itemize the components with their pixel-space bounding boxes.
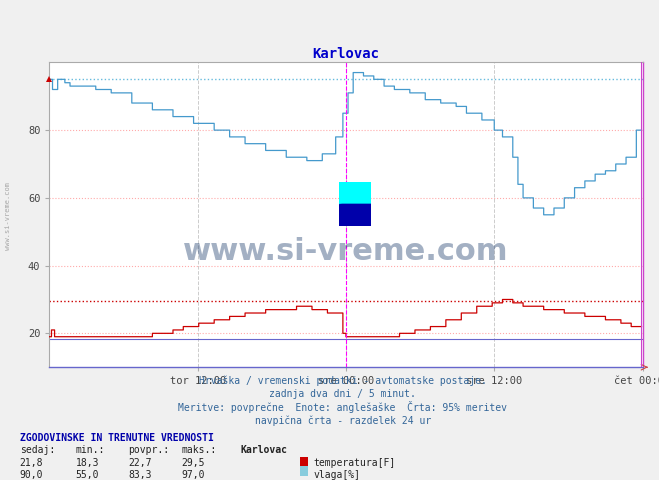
Text: 55,0: 55,0 [76,470,100,480]
Text: Meritve: povprečne  Enote: anglešaške  Črta: 95% meritev: Meritve: povprečne Enote: anglešaške Črt… [178,401,507,413]
Text: www.si-vreme.com: www.si-vreme.com [183,237,509,266]
Text: temperatura[F]: temperatura[F] [313,457,395,468]
Text: ZGODOVINSKE IN TRENUTNE VREDNOSTI: ZGODOVINSKE IN TRENUTNE VREDNOSTI [20,432,214,443]
Polygon shape [339,182,371,204]
Text: 83,3: 83,3 [129,470,152,480]
Polygon shape [339,182,371,204]
Polygon shape [339,204,371,226]
Text: www.si-vreme.com: www.si-vreme.com [5,182,11,250]
Text: sedaj:: sedaj: [20,445,55,455]
Text: 90,0: 90,0 [20,470,43,480]
Text: vlaga[%]: vlaga[%] [313,470,360,480]
Text: 21,8: 21,8 [20,457,43,468]
Text: 22,7: 22,7 [129,457,152,468]
Text: povpr.:: povpr.: [129,445,169,455]
Text: min.:: min.: [76,445,105,455]
Text: zadnja dva dni / 5 minut.: zadnja dva dni / 5 minut. [270,389,416,399]
Text: Karlovac: Karlovac [241,445,287,455]
Text: navpična črta - razdelek 24 ur: navpična črta - razdelek 24 ur [254,416,431,426]
Text: 29,5: 29,5 [181,457,205,468]
Title: Karlovac: Karlovac [312,47,380,61]
Text: Hrvaška / vremenski podatki - avtomatske postaje.: Hrvaška / vremenski podatki - avtomatske… [199,375,486,386]
Text: 18,3: 18,3 [76,457,100,468]
Text: maks.:: maks.: [181,445,216,455]
Text: 97,0: 97,0 [181,470,205,480]
Polygon shape [339,204,371,226]
